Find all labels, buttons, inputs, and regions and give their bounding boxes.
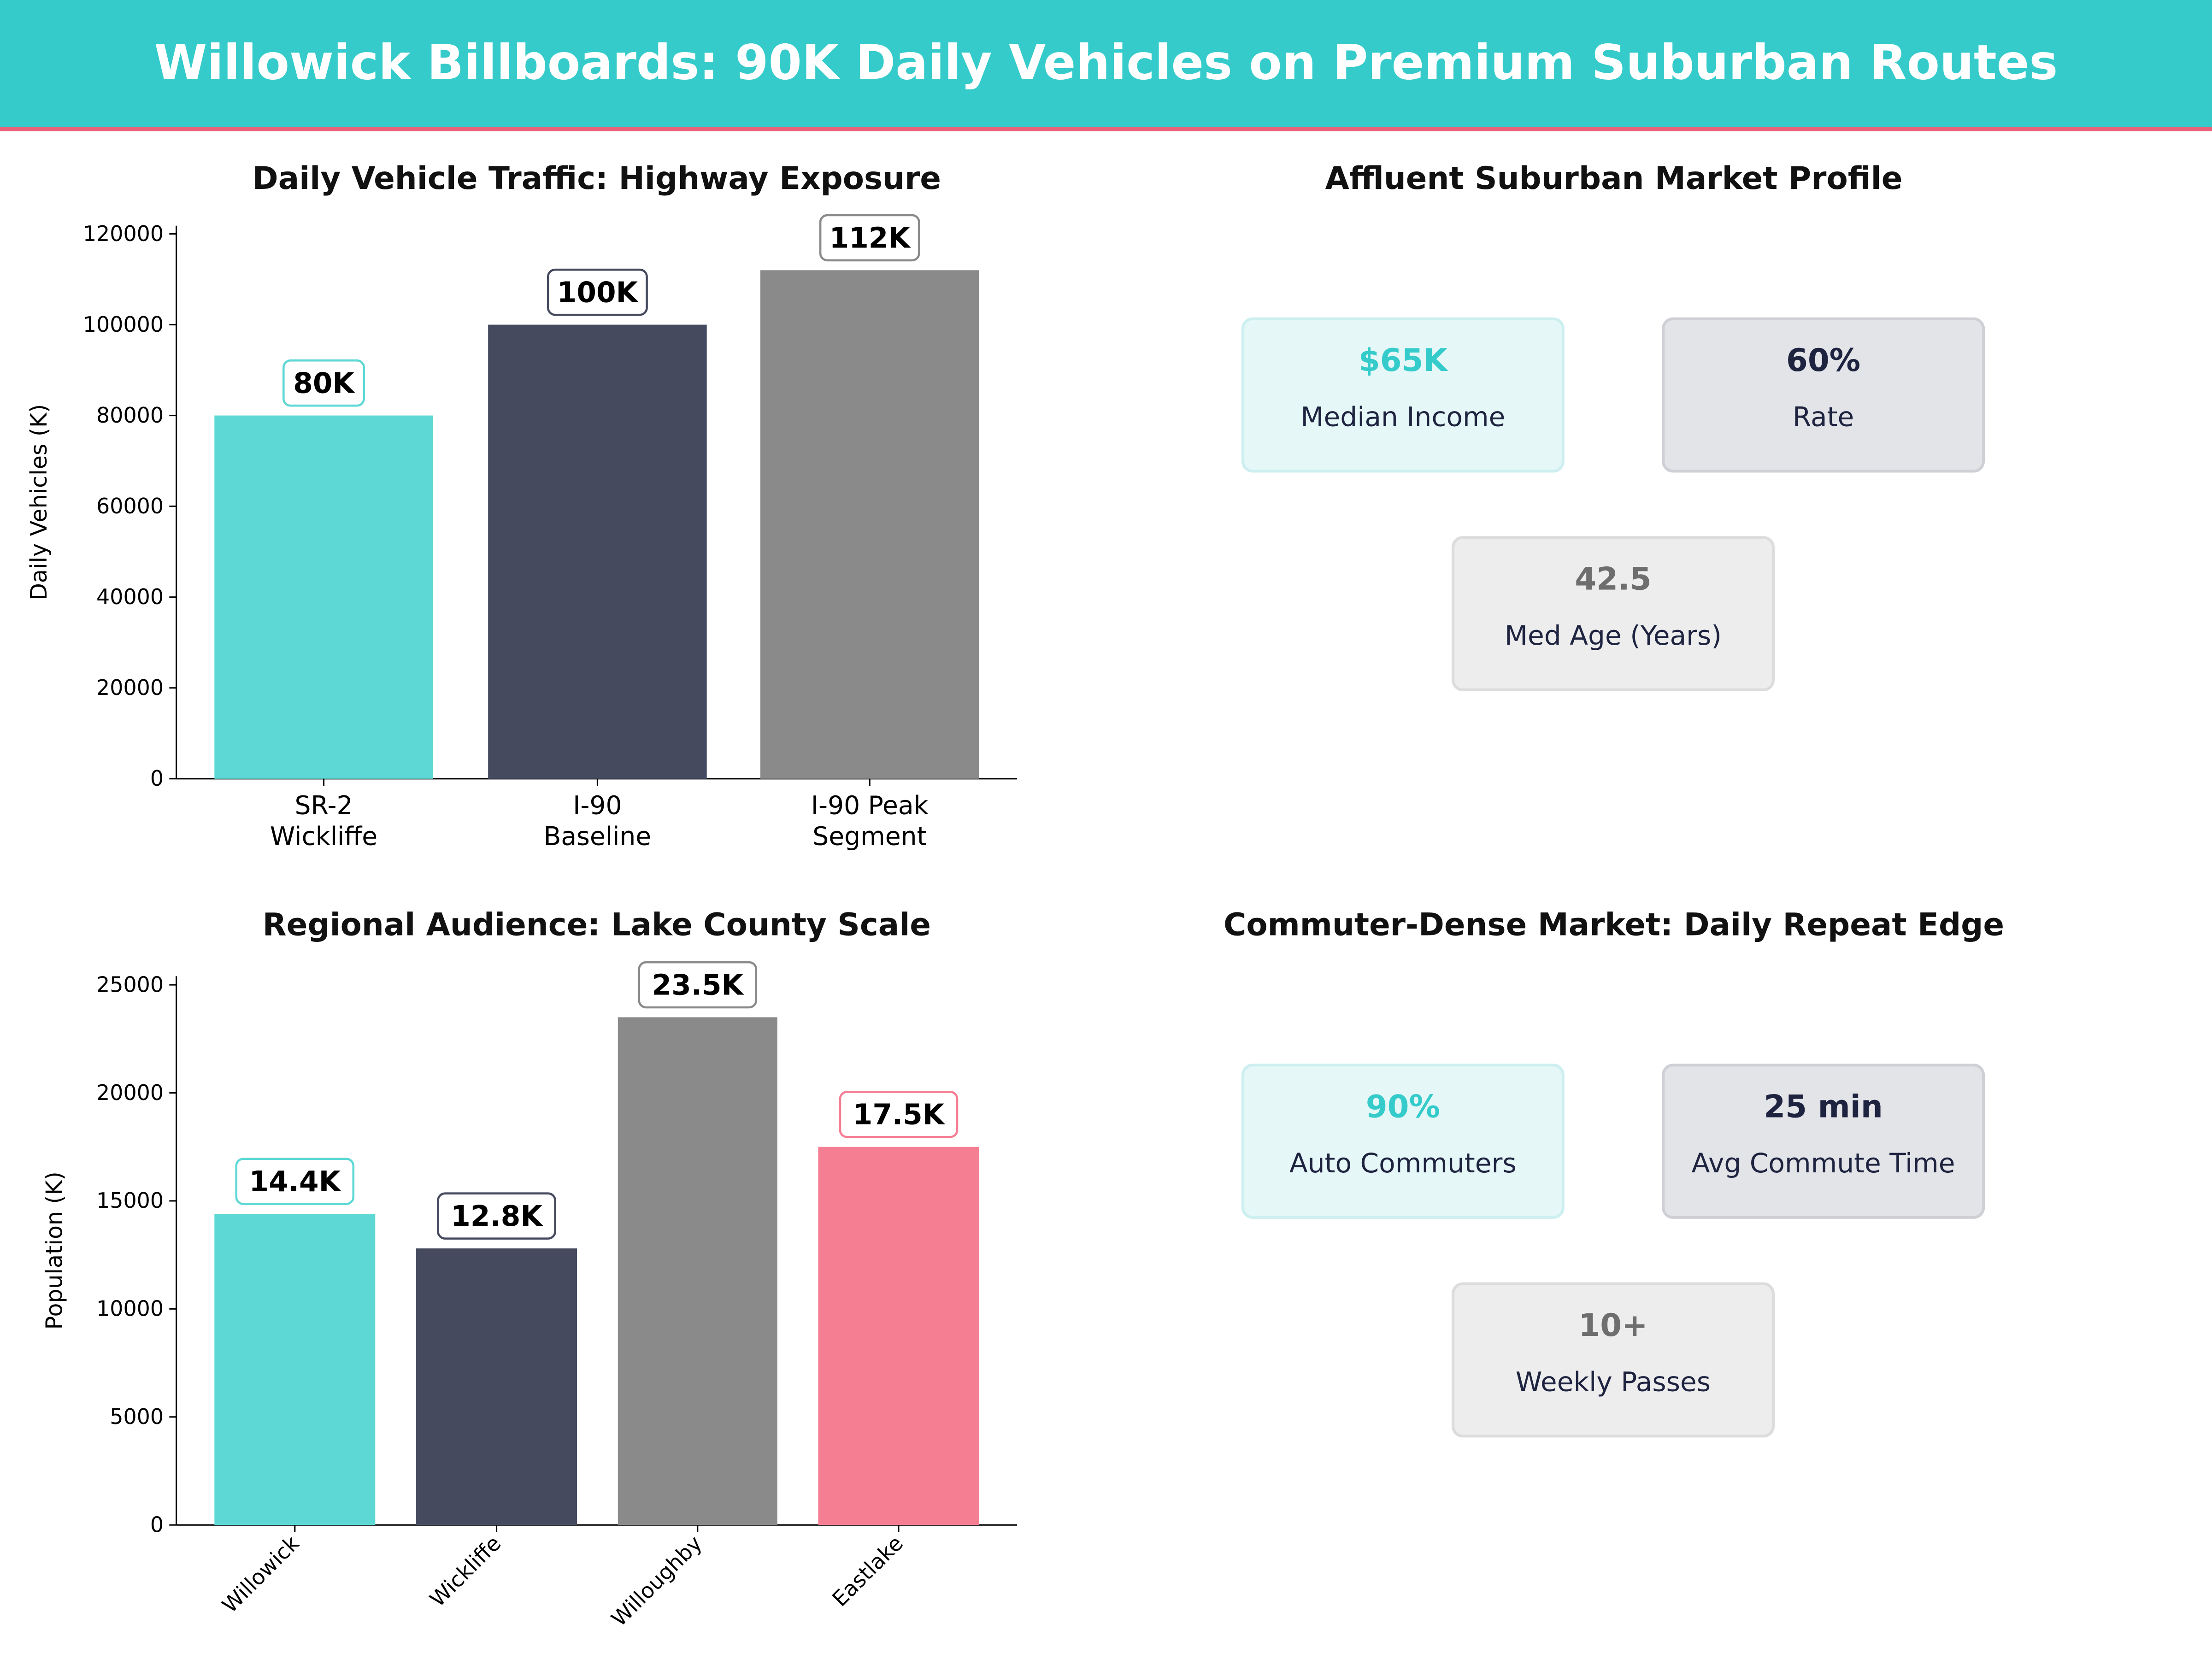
- bar-wickliffe: [416, 1248, 577, 1525]
- data-label: 17.5K: [853, 1099, 946, 1131]
- y-tick-label: 120000: [83, 221, 164, 246]
- x-tick-label: I-90 Peak: [811, 790, 929, 820]
- kpi-card-median-age: 42.5 Med Age (Years): [1451, 536, 1775, 691]
- header-banner: Willowick Billboards: 90K Daily Vehicles…: [0, 0, 2212, 131]
- page-title: Willowick Billboards: 90K Daily Vehicles…: [154, 35, 2058, 92]
- data-label: 80K: [293, 367, 355, 400]
- y-tick-label: 15000: [96, 1188, 164, 1213]
- data-label-box: [547, 268, 648, 316]
- y-tick-label: 5000: [110, 1404, 164, 1429]
- data-label-box: [839, 1091, 959, 1138]
- x-tick-label: SR-2: [295, 790, 353, 820]
- kpi-value: 60%: [1786, 344, 1861, 380]
- panel-title-market: Affluent Suburban Market Profile: [1325, 162, 1903, 198]
- data-label-box: [819, 214, 920, 262]
- y-tick-label: 10000: [96, 1296, 164, 1321]
- bar-sr-2: [214, 415, 433, 779]
- data-label-box: [235, 1158, 355, 1205]
- kpi-label: Med Age (Years): [1504, 620, 1722, 652]
- y-tick-label: 25000: [96, 972, 164, 997]
- y-axis-label: Daily Vehicles (K): [26, 404, 52, 600]
- kpi-value: 42.5: [1575, 563, 1652, 598]
- x-tick-label: I-90: [573, 790, 622, 820]
- kpi-label: Median Income: [1300, 402, 1506, 433]
- x-tick-label: Wickliffe: [425, 1531, 506, 1612]
- data-label-box: [282, 359, 365, 407]
- x-tick-label: Baseline: [544, 822, 652, 851]
- kpi-label: Weekly Passes: [1515, 1367, 1711, 1398]
- data-label-box: [437, 1192, 556, 1240]
- x-tick-label: Willoughby: [606, 1531, 707, 1631]
- bar-i-90: [488, 324, 707, 779]
- bar-i-90-peak: [760, 270, 979, 779]
- y-tick-label: 40000: [96, 584, 164, 609]
- kpi-card-median-income: $65K Median Income: [1241, 317, 1565, 473]
- bar-willoughby: [618, 1017, 777, 1525]
- data-label-box: [638, 961, 758, 1009]
- kpi-card-rate: 60% Rate: [1662, 317, 1985, 473]
- data-label: 23.5K: [652, 969, 745, 1001]
- x-tick-label: Willowick: [217, 1530, 304, 1618]
- kpi-label: Rate: [1792, 402, 1854, 433]
- data-label: 12.8K: [451, 1200, 543, 1233]
- panel-title-commuter: Commuter-Dense Market: Daily Repeat Edge: [1223, 908, 2005, 944]
- kpi-card-commute-time: 25 min Avg Commute Time: [1662, 1064, 1985, 1219]
- kpi-value: 25 min: [1764, 1090, 1883, 1126]
- kpi-label: Avg Commute Time: [1691, 1148, 1955, 1180]
- x-tick-label: Segment: [812, 822, 927, 851]
- kpi-card-weekly-passes: 10+ Weekly Passes: [1451, 1282, 1775, 1438]
- y-axis-label: Population (K): [41, 1171, 68, 1330]
- bar-eastlake: [818, 1147, 979, 1525]
- x-tick-label: Eastlake: [827, 1531, 908, 1612]
- y-tick-label: 20000: [96, 675, 164, 700]
- kpi-value: $65K: [1358, 344, 1447, 380]
- kpi-label: Auto Commuters: [1289, 1148, 1517, 1180]
- kpi-card-auto-commuters: 90% Auto Commuters: [1241, 1064, 1565, 1219]
- kpi-value: 10+: [1578, 1309, 1648, 1345]
- data-label: 112K: [830, 222, 912, 254]
- chart-title-traffic: Daily Vehicle Traffic: Highway Exposure: [252, 162, 941, 198]
- chart-title-audience: Regional Audience: Lake County Scale: [262, 908, 931, 944]
- data-label: 14.4K: [249, 1165, 342, 1198]
- bar-willowick: [214, 1214, 376, 1525]
- y-tick-label: 60000: [96, 494, 164, 518]
- y-tick-label: 0: [150, 1512, 164, 1537]
- y-tick-label: 100000: [83, 312, 164, 337]
- data-label: 100K: [557, 276, 639, 309]
- x-tick-label: Wickliffe: [270, 822, 377, 851]
- kpi-value: 90%: [1365, 1090, 1440, 1126]
- y-tick-label: 20000: [96, 1080, 164, 1105]
- y-tick-label: 80000: [96, 403, 164, 428]
- y-tick-label: 0: [150, 766, 164, 791]
